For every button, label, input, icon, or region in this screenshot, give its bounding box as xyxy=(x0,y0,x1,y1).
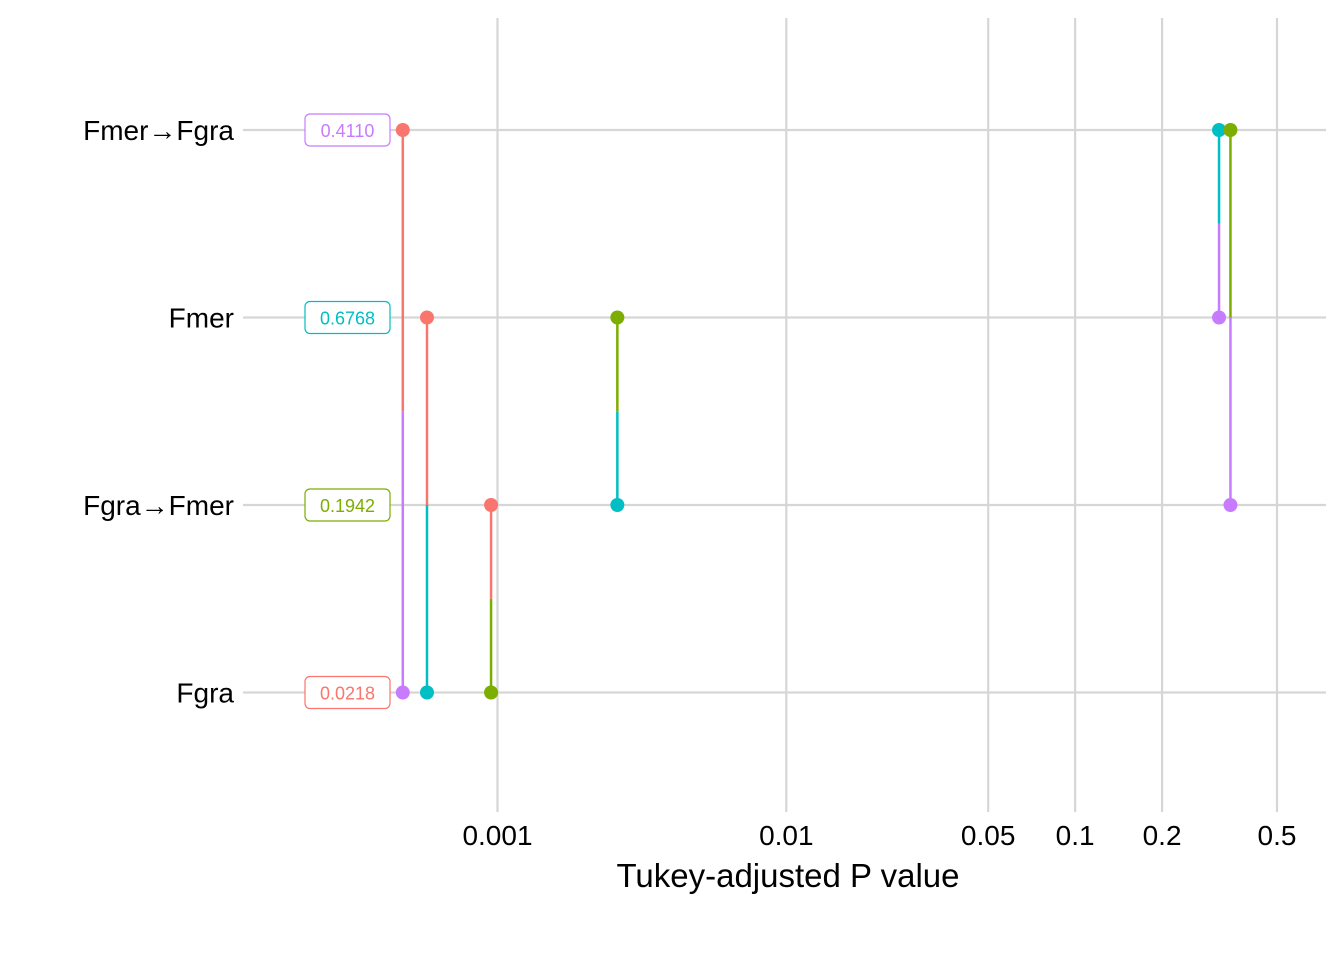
comparison-point xyxy=(419,685,434,700)
comparison-points xyxy=(395,123,1238,700)
y-tick-label: Fmer→Fgra xyxy=(83,115,234,146)
category-box-label: 0.1942 xyxy=(320,496,375,516)
category-value-boxes: 0.4110 0.6768 0.1942 0.0218 xyxy=(304,113,391,710)
category-box xyxy=(304,675,391,710)
comparison-point xyxy=(484,498,499,512)
category-box-label: 0.0218 xyxy=(320,684,375,704)
comparison-point xyxy=(419,310,434,325)
x-tick-label: 0.05 xyxy=(961,820,1016,851)
comparison-point xyxy=(1212,123,1227,137)
comparison-point xyxy=(395,685,410,700)
x-tick-label: 0.5 xyxy=(1258,820,1297,851)
x-tick-label: 0.001 xyxy=(462,820,532,851)
comparison-point xyxy=(1223,498,1238,512)
grid xyxy=(243,18,1326,812)
category-box xyxy=(304,488,391,522)
category-box-label: 0.4110 xyxy=(321,121,375,141)
x-axis-ticks: 0.001 0.01 0.05 0.1 0.2 0.5 xyxy=(462,820,1296,851)
category-box xyxy=(304,300,391,335)
comparison-point xyxy=(1212,310,1227,325)
x-tick-label: 0.2 xyxy=(1143,820,1182,851)
y-axis-ticks: Fmer→Fgra Fmer Fgra→Fmer Fgra xyxy=(83,115,234,709)
y-tick-label: Fgra→Fmer xyxy=(83,490,234,521)
x-tick-label: 0.1 xyxy=(1056,820,1095,851)
comparison-segments xyxy=(401,130,1232,693)
comparison-point xyxy=(610,498,625,512)
comparison-point xyxy=(395,123,410,137)
comparison-point xyxy=(484,685,499,700)
y-tick-label: Fgra xyxy=(176,678,234,709)
x-axis-title: Tukey-adjusted P value xyxy=(616,857,959,894)
category-box xyxy=(304,113,391,147)
comparison-point xyxy=(610,310,625,325)
comparison-point xyxy=(1223,123,1238,137)
y-tick-label: Fmer xyxy=(169,303,234,334)
x-tick-label: 0.01 xyxy=(759,820,814,851)
category-box-label: 0.6768 xyxy=(320,309,375,329)
